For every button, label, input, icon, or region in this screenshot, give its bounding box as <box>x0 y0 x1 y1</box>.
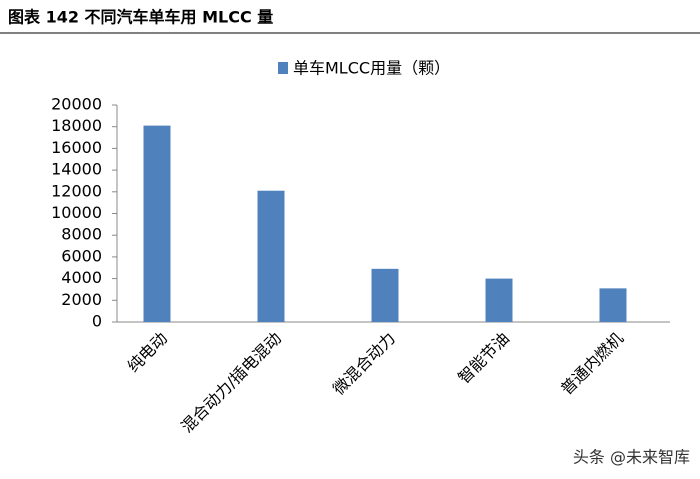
x-tick-label: 普通内燃机 <box>557 329 627 399</box>
chart-title: 图表 142 不同汽车单车用 MLCC 量 <box>8 8 273 27</box>
y-tick-label: 20000 <box>51 95 102 114</box>
y-tick-label: 14000 <box>51 160 102 179</box>
bar <box>599 288 627 322</box>
y-tick-label: 2000 <box>61 290 102 309</box>
legend-label: 单车MLCC用量（颗） <box>293 59 450 78</box>
y-tick-label: 0 <box>92 312 102 331</box>
x-tick-label: 智能节油 <box>454 329 513 388</box>
bar <box>143 125 171 323</box>
y-tick-label: 6000 <box>61 246 102 265</box>
x-tick-label: 微混合动力 <box>329 329 399 399</box>
y-tick-label: 4000 <box>61 268 102 287</box>
y-tick-label: 10000 <box>51 203 102 222</box>
y-tick-label: 16000 <box>51 138 102 157</box>
y-tick-label: 18000 <box>51 116 102 135</box>
legend-swatch <box>278 62 288 74</box>
x-tick-label: 纯电动 <box>124 329 171 376</box>
bar <box>371 268 399 322</box>
y-tick-label: 12000 <box>51 181 102 200</box>
bar <box>257 190 285 322</box>
watermark: 头条 @未来智库 <box>573 448 690 467</box>
y-tick-label: 8000 <box>61 225 102 244</box>
bar <box>485 278 513 322</box>
x-tick-label: 混合动力/插电混动 <box>177 329 285 437</box>
